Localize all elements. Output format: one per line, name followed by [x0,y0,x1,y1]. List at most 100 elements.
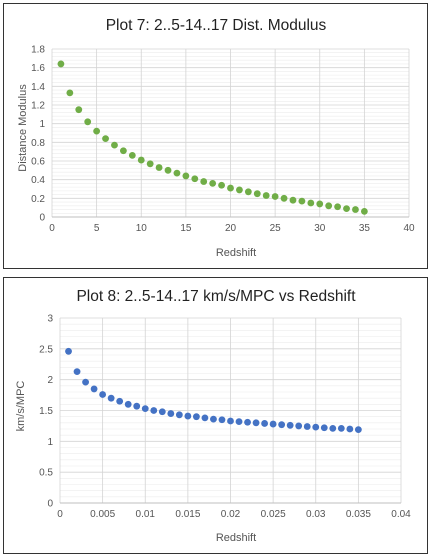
x-tick-label: 25 [270,223,282,234]
y-tick-label: 0.2 [31,194,45,205]
data-point [227,417,234,425]
data-point [236,186,243,194]
data-point [346,425,354,433]
chart-panel-plot-8: Plot 8: 2..5-14..17 km/s/MPC vs Redshift… [3,277,428,554]
y-tick-label: 1 [39,119,45,130]
data-point [66,89,74,97]
y-tick-label: 0.5 [39,468,53,479]
y-tick-label: 1.6 [31,63,45,74]
data-point [99,391,107,398]
data-point [167,410,175,417]
data-point [82,378,89,386]
data-point [175,411,183,419]
x-tick-label: 0 [49,223,55,234]
data-point [261,420,268,427]
x-tick-label: 0.02 [221,509,241,520]
data-point [182,172,190,180]
chart-title: Plot 7: 2..5-14..17 Dist. Modulus [106,17,327,34]
x-tick-label: 0.03 [306,509,326,520]
plot-area: 0 0.5 1 1.5 2 2.5 3 0 0.005 0.01 0.015 0.02 0.025 0.0… [39,314,411,521]
data-point [191,175,199,183]
y-axis-label: Distance Modulus [17,84,29,172]
data-point [334,203,341,211]
x-tick-label: 20 [225,223,237,234]
x-tick-label: 0.035 [346,509,371,520]
data-point [173,169,181,177]
data-point [107,394,115,402]
data-point [307,199,315,207]
data-point [289,196,297,204]
data-point [218,181,225,189]
x-tick-label: 10 [136,223,148,234]
data-point [210,415,217,423]
data-point [271,193,279,200]
data-point [150,407,158,414]
data-point [354,426,362,434]
data-point [158,408,166,416]
data-point [116,397,124,405]
data-point [128,152,136,159]
data-point [65,347,72,355]
x-tick-label: 35 [359,223,371,234]
data-point [124,400,132,408]
data-point [329,424,337,432]
data-point [352,206,359,213]
y-tick-label: 1.2 [31,101,45,112]
y-tick-label: 2 [47,375,53,386]
data-point [84,118,92,126]
data-point [244,188,252,196]
x-tick-label: 0.025 [261,509,286,520]
chart-panel-plot-7: Plot 7: 2..5-14..17 Dist. Modulus Redshi… [3,3,428,269]
data-point [227,184,234,192]
x-tick-label: 40 [403,223,415,234]
x-tick-label: 0.04 [391,509,411,520]
chart-title: Plot 8: 2..5-14..17 km/s/MPC vs Redshift [76,288,356,305]
x-tick-label: 0 [57,509,63,520]
data-point [193,413,200,421]
data-point [141,405,149,413]
data-point [200,178,208,185]
y-tick-label: 3 [47,314,53,325]
data-point [201,414,209,422]
y-tick-label: 1.8 [31,45,45,56]
x-tick-label: 15 [180,223,192,234]
data-point [253,190,261,198]
data-point [295,422,303,430]
data-point [133,402,141,410]
x-tick-label: 0.015 [175,509,200,520]
x-tick-label: 0.01 [136,509,156,520]
data-point [120,147,127,155]
x-tick-label: 0.005 [90,509,115,520]
data-point [325,202,333,210]
data-point [303,423,311,430]
data-point [278,421,286,429]
data-point [312,423,320,431]
chart-plot-8: Plot 8: 2..5-14..17 km/s/MPC vs Redshift… [15,288,411,544]
y-axis-label: km/s/MPC [15,381,27,432]
data-point [280,194,288,202]
data-point [262,192,270,199]
y-tick-label: 2.5 [39,344,53,355]
data-point [337,424,345,432]
x-axis-label: Redshift [216,532,256,544]
data-point [73,368,81,376]
data-point [360,208,368,215]
data-point [102,135,109,143]
chart-plot-7: Plot 7: 2..5-14..17 Dist. Modulus Redshi… [17,17,415,259]
y-tick-label: 0 [39,213,45,224]
y-tick-label: 0.6 [31,157,45,168]
y-tick-label: 1.5 [39,406,53,417]
data-point [218,416,226,424]
data-point [155,164,163,171]
data-point [298,197,306,205]
data-point [164,166,172,174]
data-point [286,421,294,429]
y-tick-label: 0 [47,499,53,510]
y-tick-label: 1 [47,437,53,448]
x-axis-label: Redshift [216,247,256,259]
data-point [209,180,217,187]
data-point [90,385,98,393]
data-point [93,127,101,135]
data-point [320,424,328,432]
data-point [316,200,324,208]
